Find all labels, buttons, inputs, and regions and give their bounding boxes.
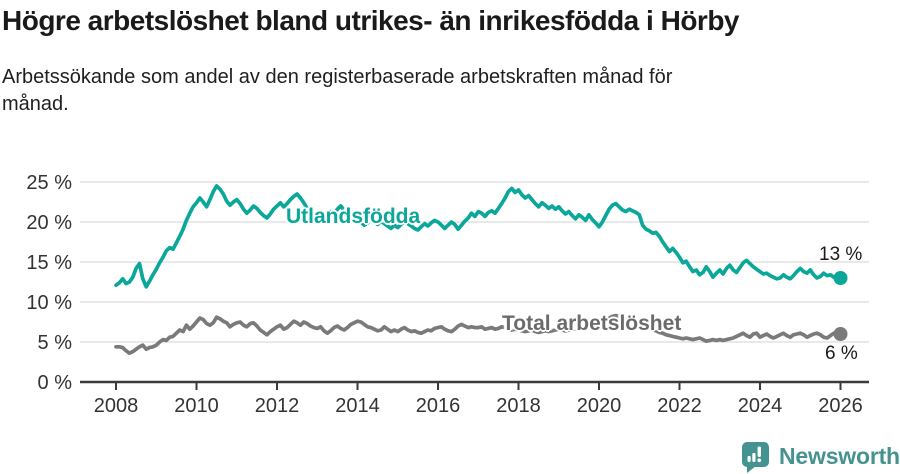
logo-bar-1 — [747, 456, 751, 462]
newsworthy-logo-icon — [742, 442, 769, 473]
y-tick-label: 15 % — [26, 252, 72, 274]
y-tick-label: 10 % — [26, 292, 72, 314]
x-tick-label: 2016 — [416, 395, 461, 417]
series-end-dot-total — [833, 327, 848, 341]
series-label-total-arbetsloshet: Total arbetslöshet — [502, 312, 682, 335]
x-tick-label: 2018 — [496, 395, 541, 417]
y-tick-label: 0 % — [38, 372, 73, 394]
subtitle-line-2: månad. — [2, 93, 69, 115]
series-line-total — [114, 313, 843, 356]
page-title: Högre arbetslöshet bland utrikes- än inr… — [2, 5, 740, 36]
y-tick-label: 20 % — [26, 212, 72, 234]
chart-subtitle: Arbetssökande som andel av den registerb… — [2, 64, 672, 118]
x-tick-label: 2014 — [335, 395, 380, 417]
x-tick-label: 2024 — [738, 395, 783, 417]
x-tick-label: 2022 — [657, 395, 702, 417]
x-tick-label: 2008 — [94, 395, 139, 417]
end-value-utlandsfodda: 13 % — [819, 244, 863, 265]
y-tick-label: 5 % — [38, 332, 73, 354]
x-tick-label: 2026 — [818, 395, 863, 417]
subtitle-line-1: Arbetssökande som andel av den registerb… — [2, 66, 673, 88]
x-tick-label: 2020 — [577, 395, 622, 417]
end-value-total: 6 % — [825, 343, 858, 364]
series-line-utlandsfodda — [114, 184, 843, 289]
y-tick-label: 25 % — [26, 172, 72, 194]
x-tick-label: 2010 — [174, 395, 219, 417]
logo-bar-2 — [752, 453, 756, 462]
series-label-utlandsfodda: Utlandsfödda — [286, 205, 421, 228]
x-tick-label: 2012 — [255, 395, 300, 417]
brand-name: Newsworthy — [779, 442, 900, 469]
logo-exclamation-dot — [757, 458, 762, 463]
logo-exclamation-stem — [757, 446, 761, 457]
series-end-dot-utlandsfodda — [833, 271, 848, 285]
newsworthy-brand: Newsworthy — [739, 439, 900, 473]
